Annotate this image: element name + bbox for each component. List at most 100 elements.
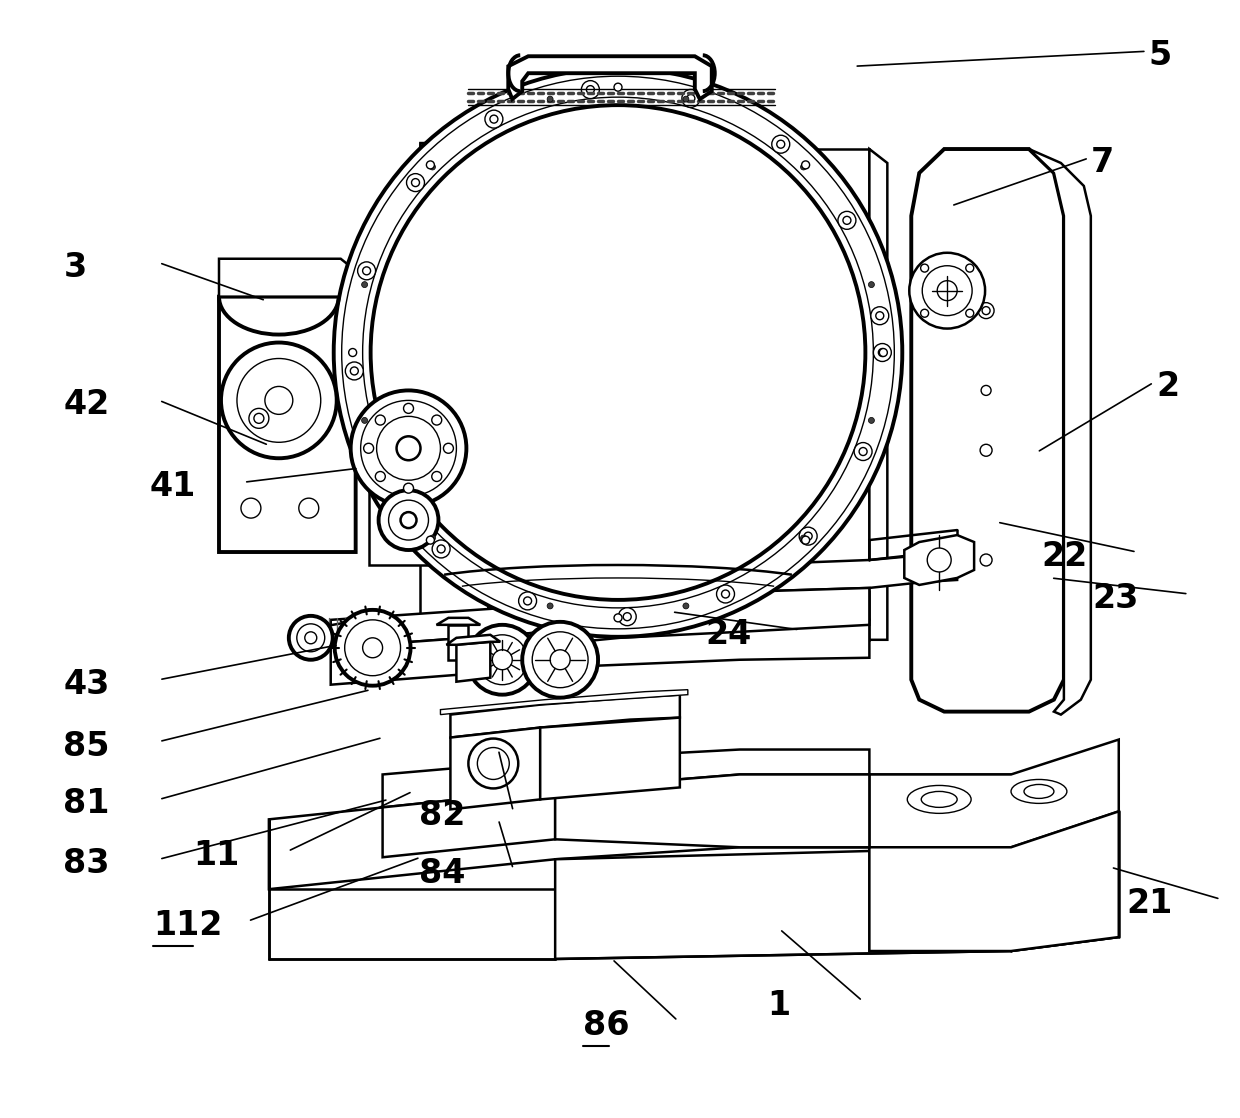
Circle shape [966,264,973,272]
Circle shape [376,472,386,482]
Circle shape [477,748,510,779]
Circle shape [335,610,410,685]
Polygon shape [911,149,1064,712]
Circle shape [518,591,537,610]
Text: 85: 85 [63,730,110,762]
Circle shape [870,306,889,324]
Circle shape [619,608,636,626]
Circle shape [624,613,631,620]
Circle shape [444,444,454,453]
Circle shape [587,86,594,94]
Circle shape [345,362,363,380]
Circle shape [801,536,806,541]
Text: 86: 86 [583,1008,630,1042]
Circle shape [683,603,689,609]
Text: 83: 83 [63,847,110,880]
Text: 22: 22 [1040,540,1087,574]
Circle shape [433,540,450,558]
Circle shape [485,111,503,129]
Circle shape [868,417,874,424]
Circle shape [492,650,512,670]
Circle shape [241,499,260,518]
Circle shape [403,483,413,493]
Circle shape [801,164,806,170]
Polygon shape [420,143,502,169]
Polygon shape [548,588,869,645]
Circle shape [682,89,699,107]
Circle shape [361,400,456,496]
Polygon shape [548,131,636,157]
Circle shape [879,349,888,357]
Polygon shape [556,775,869,847]
Circle shape [920,310,929,318]
Circle shape [362,637,383,657]
Circle shape [722,590,729,598]
Circle shape [717,585,734,603]
Polygon shape [620,131,636,625]
Circle shape [289,616,332,660]
Circle shape [221,342,337,458]
Circle shape [966,310,973,318]
Circle shape [427,537,434,544]
Polygon shape [456,642,490,682]
Polygon shape [869,812,1118,951]
Polygon shape [508,56,712,100]
Circle shape [980,555,992,566]
Circle shape [873,343,892,361]
Circle shape [978,303,994,319]
Text: 21: 21 [1127,888,1173,920]
Text: 84: 84 [419,858,465,890]
Circle shape [859,447,867,455]
Circle shape [362,282,367,287]
Circle shape [378,490,439,550]
Circle shape [614,83,622,92]
Polygon shape [316,618,372,650]
Circle shape [397,436,420,461]
Circle shape [362,417,367,424]
Polygon shape [548,131,620,625]
Polygon shape [800,149,869,639]
Text: 7: 7 [1091,146,1114,179]
Text: 43: 43 [63,667,110,701]
Circle shape [805,532,812,540]
Polygon shape [904,536,975,585]
Circle shape [981,386,991,396]
Circle shape [371,105,866,600]
Circle shape [401,512,417,528]
Ellipse shape [1024,785,1054,798]
Polygon shape [446,635,500,645]
Circle shape [614,614,622,622]
Polygon shape [436,618,480,625]
Text: 41: 41 [149,471,196,503]
Circle shape [342,76,894,628]
Circle shape [551,650,570,670]
Text: 81: 81 [63,787,110,821]
Circle shape [388,500,429,540]
Circle shape [299,499,319,518]
Polygon shape [450,694,680,738]
Circle shape [582,80,599,98]
Circle shape [372,459,389,477]
Polygon shape [440,690,688,714]
Circle shape [363,444,373,453]
Circle shape [296,624,325,652]
Circle shape [522,622,598,698]
Polygon shape [219,296,356,552]
Polygon shape [869,739,1118,847]
Polygon shape [383,749,869,807]
Polygon shape [269,775,1118,889]
Circle shape [432,415,441,425]
Text: 82: 82 [419,799,465,833]
Circle shape [376,415,386,425]
Ellipse shape [1011,779,1066,804]
Circle shape [305,632,316,644]
Text: 3: 3 [63,250,87,284]
Text: 24: 24 [706,618,751,651]
Circle shape [362,267,371,275]
Circle shape [799,528,817,546]
Circle shape [980,444,992,456]
Circle shape [412,179,419,187]
Polygon shape [1029,149,1091,714]
Text: 2: 2 [1157,370,1179,404]
Circle shape [547,603,553,609]
